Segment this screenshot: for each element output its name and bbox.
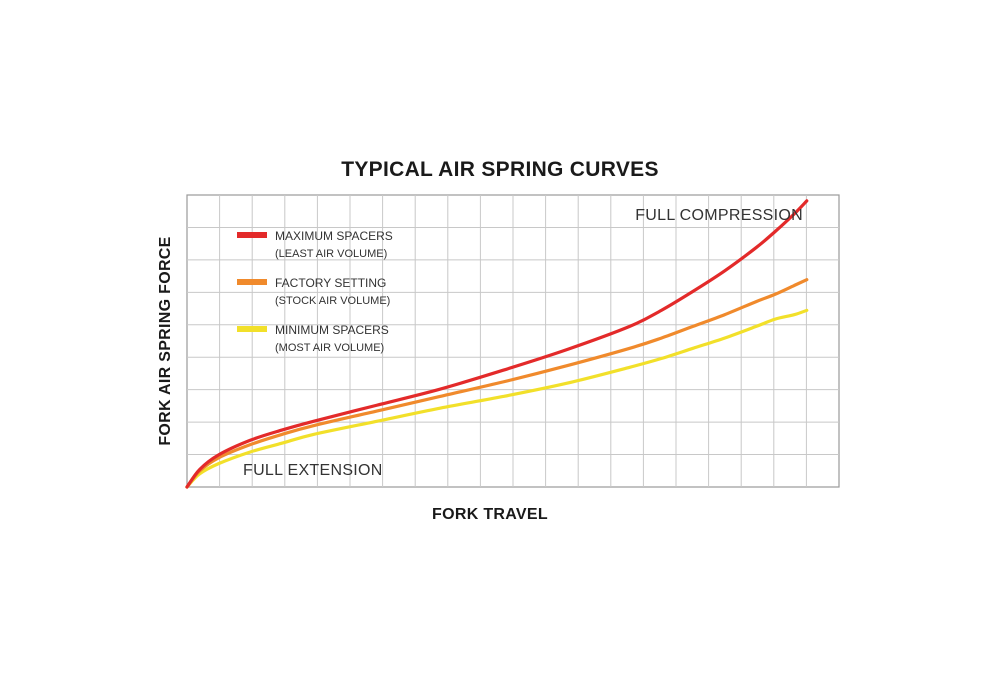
legend-swatch xyxy=(237,232,267,238)
legend-item: MAXIMUM SPACERS (LEAST AIR VOLUME) xyxy=(237,229,393,260)
annotation-full-extension: FULL EXTENSION xyxy=(243,462,383,479)
y-axis-label: FORK AIR SPRING FORCE xyxy=(157,236,174,445)
legend: MAXIMUM SPACERS (LEAST AIR VOLUME) FACTORY… xyxy=(237,229,393,354)
chart-title: TYPICAL AIR SPRING CURVES xyxy=(341,158,659,181)
legend-item: MINIMUM SPACERS (MOST AIR VOLUME) xyxy=(237,323,389,354)
series-line-factory-setting xyxy=(185,278,809,489)
grid xyxy=(187,195,839,487)
plot-area xyxy=(185,194,840,489)
legend-swatch xyxy=(237,279,267,285)
legend-label: FACTORY SETTING xyxy=(275,276,386,290)
series-lines xyxy=(185,199,809,489)
legend-sublabel: (STOCK AIR VOLUME) xyxy=(275,295,390,307)
legend-sublabel: (LEAST AIR VOLUME) xyxy=(275,248,387,260)
series-line-maximum-spacers xyxy=(185,199,809,489)
legend-sublabel: (MOST AIR VOLUME) xyxy=(275,342,384,354)
x-axis-label: FORK TRAVEL xyxy=(432,506,548,523)
legend-swatch xyxy=(237,326,267,332)
legend-label: MINIMUM SPACERS xyxy=(275,323,389,337)
series-line-minimum-spacers xyxy=(185,308,809,489)
legend-item: FACTORY SETTING (STOCK AIR VOLUME) xyxy=(237,276,390,307)
legend-label: MAXIMUM SPACERS xyxy=(275,229,393,243)
annotation-full-compression: FULL COMPRESSION xyxy=(635,207,803,224)
